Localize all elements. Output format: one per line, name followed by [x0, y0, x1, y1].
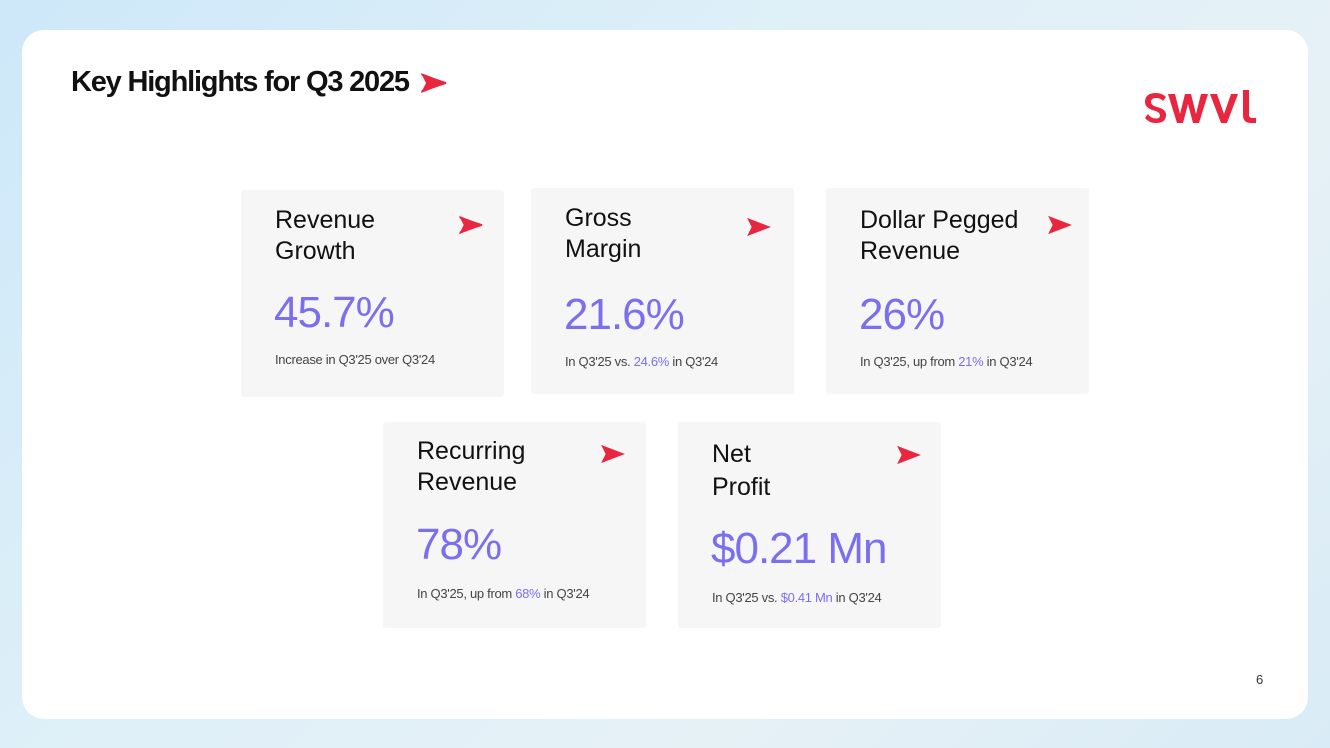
highlight-card-revenue-growth: Revenue Growth 45.7% Increase in Q3'25 o… [241, 190, 504, 397]
note-text: In Q3'25 vs. [565, 354, 634, 369]
card-heading: Recurring Revenue [417, 436, 525, 498]
card-heading-line: Revenue [417, 468, 518, 496]
highlight-card-recurring-revenue: Recurring Revenue 78% In Q3'25, up from … [383, 422, 646, 628]
chevron-right-icon [459, 215, 483, 235]
title-text: Key Highlights for Q3 2025 [71, 66, 410, 98]
card-heading-line: Gross [565, 204, 632, 232]
chevron-right-icon [420, 72, 447, 93]
chevron-right-icon [601, 444, 625, 464]
note-highlight: 68% [515, 586, 541, 601]
note-text: In Q3'25 vs. [712, 590, 781, 605]
swvl-logo [1145, 90, 1256, 123]
card-heading-line: Net [712, 440, 751, 468]
card-heading: Net Profit [712, 438, 770, 504]
chevron-right-icon [747, 217, 771, 237]
card-heading-line: Revenue [275, 206, 376, 234]
card-heading-line: Revenue [860, 237, 961, 265]
card-note: In Q3'25 vs. 24.6% in Q3'24 [565, 354, 718, 369]
card-note: In Q3'25, up from 21% in Q3'24 [860, 354, 1033, 369]
card-heading-line: Dollar Pegged [860, 206, 1019, 234]
card-heading-line: Recurring [417, 437, 526, 465]
card-value: 78% [416, 520, 502, 569]
note-highlight: $0.41 Mn [780, 590, 833, 605]
card-note: In Q3'25 vs. $0.41 Mn in Q3'24 [712, 590, 882, 605]
highlight-card-net-profit: Net Profit $0.21 Mn In Q3'25 vs. $0.41 M… [678, 422, 941, 628]
note-text: Increase in Q3'25 over Q3'24 [275, 352, 435, 367]
slide-title: Key Highlights for Q3 2025 [71, 66, 449, 99]
note-highlight: 21% [958, 354, 984, 369]
card-value: $0.21 Mn [711, 524, 887, 573]
card-note: Increase in Q3'25 over Q3'24 [275, 352, 435, 367]
card-note: In Q3'25, up from 68% in Q3'24 [417, 586, 590, 601]
slide: Key Highlights for Q3 2025 Revenue Growt… [22, 30, 1308, 719]
note-highlight: 24.6% [633, 354, 670, 369]
chevron-right-icon [897, 445, 921, 465]
note-text: In Q3'25, up from [417, 586, 516, 601]
page-number: 6 [1256, 672, 1264, 687]
highlight-card-dollar-pegged-revenue: Dollar Pegged Revenue 26% In Q3'25, up f… [826, 188, 1089, 394]
chevron-right-icon [1048, 215, 1072, 235]
note-text: in Q3'24 [983, 354, 1033, 369]
card-value: 26% [859, 290, 945, 339]
card-value: 21.6% [564, 290, 685, 339]
note-text: in Q3'24 [540, 586, 590, 601]
card-value: 45.7% [274, 288, 395, 337]
note-text: in Q3'24 [832, 590, 882, 605]
card-heading-line: Margin [565, 235, 642, 263]
card-heading: Gross Margin [565, 203, 641, 265]
highlight-card-gross-margin: Gross Margin 21.6% In Q3'25 vs. 24.6% in… [531, 188, 794, 394]
card-heading-line: Profit [712, 473, 771, 501]
note-text: in Q3'24 [669, 354, 718, 369]
card-heading-line: Growth [275, 237, 356, 265]
note-text: In Q3'25, up from [860, 354, 959, 369]
card-heading: Dollar Pegged Revenue [860, 205, 1018, 267]
card-heading: Revenue Growth [275, 205, 375, 267]
